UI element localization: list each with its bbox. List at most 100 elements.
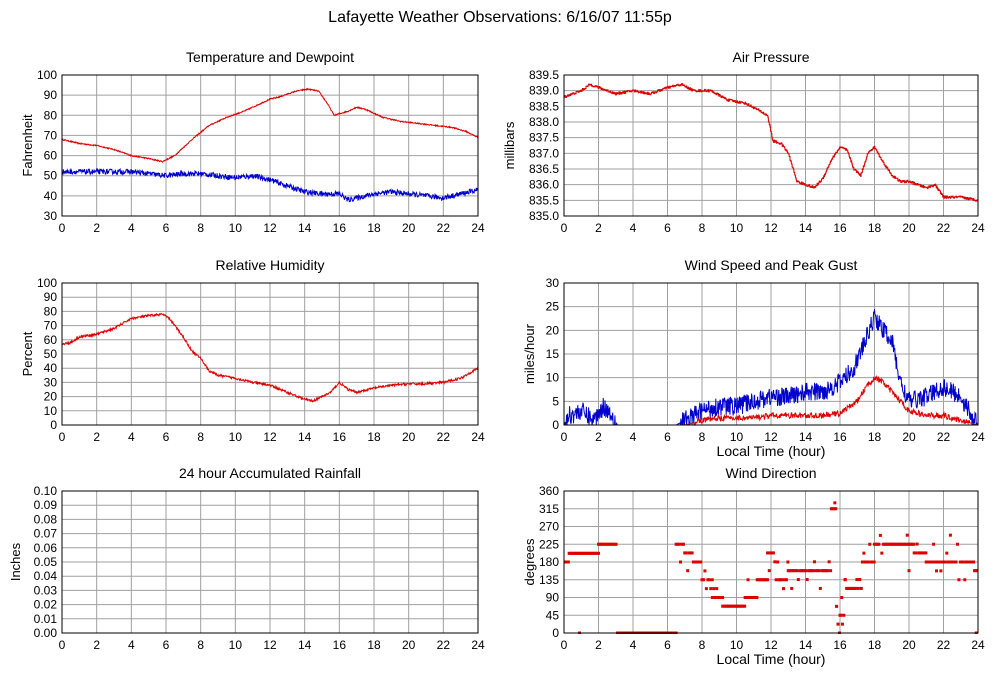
wind-plot-frame [563, 282, 979, 426]
x-tick-label: 20 [902, 430, 916, 444]
direction-point [862, 551, 866, 555]
direction-point [804, 569, 808, 573]
x-tick-label: 20 [402, 430, 416, 444]
direction-point [771, 551, 775, 555]
y-tick-label: 270 [539, 520, 559, 534]
x-tick-label: 6 [163, 430, 170, 444]
y-tick-label: 0.10 [34, 484, 58, 498]
direction-point [930, 560, 934, 564]
y-tick-label: 839.0 [529, 84, 559, 98]
direction-point [957, 578, 961, 582]
x-tick-label: 12 [764, 638, 778, 652]
y-tick-label: 10 [44, 404, 58, 418]
y-tick-label: 30 [44, 375, 58, 389]
y-tick-label: 135 [539, 573, 559, 587]
y-tick-label: 839.5 [529, 68, 559, 82]
x-tick-label: 2 [595, 638, 602, 652]
direction-point [843, 578, 847, 582]
direction-point [755, 596, 759, 599]
x-tick-label: 20 [402, 638, 416, 652]
x-tick-label: 0 [59, 221, 66, 235]
direction-point [937, 560, 941, 564]
page-title: Lafayette Weather Observations: 6/16/07 … [328, 9, 672, 26]
direction-point [721, 596, 725, 599]
pressure-title: Air Pressure [732, 49, 809, 65]
x-tick-label: 14 [799, 638, 813, 652]
x-tick-label: 22 [937, 430, 951, 444]
temp-chart: Temperature and Dewpoint3040506070809010… [20, 49, 485, 235]
x-tick-label: 8 [197, 430, 204, 444]
humidity-chart: Relative Humidity01020304050607080901000… [20, 257, 485, 444]
x-tick-label: 10 [730, 221, 744, 235]
direction-point [880, 551, 884, 555]
y-tick-label: 225 [539, 537, 559, 551]
direction-point [681, 542, 685, 546]
y-tick-label: 45 [546, 608, 560, 622]
direction-point [838, 613, 842, 617]
direction-point [858, 578, 862, 582]
y-tick-label: 80 [44, 304, 58, 318]
direction-point [853, 586, 857, 590]
x-tick-label: 14 [298, 638, 312, 652]
y-tick-label: 0.08 [34, 512, 58, 526]
wind-y-axis-label: miles/hour [522, 323, 537, 384]
y-tick-label: 836.5 [529, 162, 559, 176]
direction-point [818, 586, 822, 590]
x-tick-label: 24 [971, 430, 985, 444]
y-tick-label: 60 [44, 333, 58, 347]
direction-point [856, 586, 860, 590]
direction-point [812, 560, 816, 564]
x-tick-label: 6 [664, 430, 671, 444]
y-tick-label: 5 [552, 394, 559, 408]
x-tick-label: 20 [402, 221, 416, 235]
x-tick-label: 6 [664, 638, 671, 652]
direction-point [597, 551, 600, 555]
direction-point [842, 613, 846, 617]
y-tick-label: 70 [44, 128, 58, 142]
direction-point [955, 542, 959, 546]
direction-point [773, 560, 777, 564]
x-tick-label: 14 [799, 430, 813, 444]
direction-point [840, 622, 844, 626]
y-tick-label: 30 [44, 209, 58, 223]
x-tick-label: 2 [93, 638, 100, 652]
y-tick-label: 20 [546, 323, 560, 337]
x-tick-label: 0 [59, 430, 66, 444]
y-tick-label: 0.04 [34, 569, 58, 583]
humidity-title: Relative Humidity [216, 257, 325, 273]
direction-point [786, 560, 790, 564]
direction-point [765, 578, 769, 582]
y-tick-label: 40 [44, 189, 58, 203]
direction-point [782, 587, 786, 591]
temp-title: Temperature and Dewpoint [186, 49, 354, 65]
x-tick-label: 6 [163, 221, 170, 235]
direction-point [914, 551, 918, 555]
x-tick-label: 16 [833, 638, 847, 652]
direction-point [703, 569, 707, 573]
y-tick-label: 40 [44, 361, 58, 375]
y-tick-label: 315 [539, 502, 559, 516]
x-tick-label: 18 [367, 221, 381, 235]
direction-point [796, 578, 800, 582]
x-tick-label: 24 [971, 638, 985, 652]
x-tick-label: 4 [128, 430, 135, 444]
direction-point [707, 578, 711, 582]
x-tick-label: 22 [437, 430, 451, 444]
y-tick-label: 360 [539, 484, 559, 498]
direction-point [935, 569, 939, 573]
direction-point [677, 542, 681, 546]
direction-point [836, 622, 840, 626]
wind-x-axis-label: Local Time (hour) [717, 443, 826, 459]
y-tick-label: 0.05 [34, 555, 58, 569]
x-tick-label: 4 [630, 430, 637, 444]
temp-series-line-1 [62, 167, 478, 203]
x-tick-label: 8 [197, 638, 204, 652]
x-tick-label: 18 [367, 638, 381, 652]
direction-point [829, 569, 833, 573]
y-tick-label: 0 [50, 418, 57, 432]
direction-point [833, 501, 837, 505]
y-tick-label: 0.09 [34, 498, 58, 512]
x-tick-label: 18 [868, 638, 882, 652]
